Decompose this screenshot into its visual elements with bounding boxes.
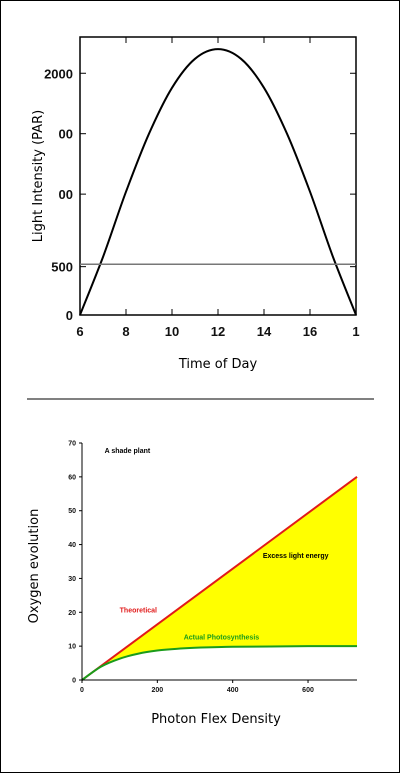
chart2-x-axis-label: Photon Flex Density [151,712,281,727]
chart1-x-tick-label: 16 [303,324,317,339]
chart1-y-tick-label: 00 [59,127,73,142]
chart2-y-axis-label: Oxygen evolution [27,509,42,624]
chart1-x-tick-label: 10 [165,324,179,339]
chart2-annotation: Excess light energy [263,553,329,560]
chart1-x-tick-label: 8 [122,324,129,339]
chart2-y-tick-label: 0 [72,678,76,685]
chart1-series [79,48,357,316]
chart1-y-tick-label: 500 [51,260,73,275]
chart2-annotation: Actual Photosynthesis [184,634,260,641]
chart1-x-axis-label: Time of Day [178,357,258,372]
chart1-x-tick-label: 6 [76,324,83,339]
chart2-annotation: A shade plant [105,448,151,455]
chart2-theoretical-line [81,476,358,681]
chart2-x-tick-label: 200 [151,687,163,694]
chart2-series [81,476,358,681]
chart2-annotations: A shade plant Theoretical Actual Photosynt… [105,448,329,641]
chart2-y-tick-label: 70 [68,441,76,448]
chart1-y-tick-label: 00 [59,187,73,202]
chart1-y-tick-label: 2000 [44,66,73,81]
chart2-y-tick-label: 10 [68,644,76,651]
chart1-y-tick-label: 0 [66,308,73,323]
chart1-x-tick-label: 12 [211,324,225,339]
chart1-x-tick-label: 14 [257,324,272,339]
chart2-x-tick-label: 600 [302,687,314,694]
chart2-annotation: Theoretical [120,607,157,614]
chart1-x-tick-label: 1 [352,324,359,339]
chart2-x-tick-label: 0 [80,687,84,694]
chart2-y-tick-label: 60 [68,474,76,481]
chart2-y-tick-label: 20 [68,610,76,617]
chart2-y-tick-label: 50 [68,508,76,515]
chart2-ticks: 0 200 400 600 0 10 20 30 40 50 60 70 [68,441,314,695]
chart1-plot-frame [79,36,357,316]
chart2-actual-curve [81,645,357,681]
oxygen-evolution-chart: 0 200 400 600 0 10 20 30 40 50 60 70 A shade plant T… [27,441,358,727]
chart2-y-tick-label: 30 [68,576,76,583]
chart1-light-curve [79,48,357,316]
chart2-y-tick-label: 40 [68,542,76,549]
chart2-x-tick-label: 400 [227,687,239,694]
chart1-y-axis-label: Light Intensity (PAR) [31,110,46,242]
